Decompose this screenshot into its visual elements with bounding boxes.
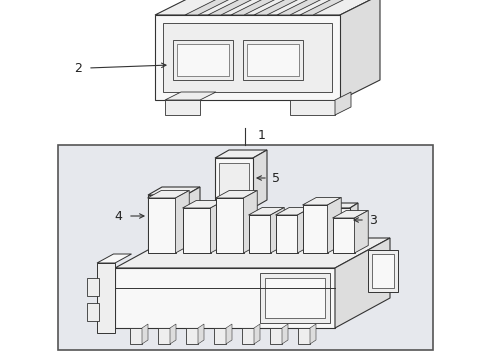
- Polygon shape: [97, 263, 115, 333]
- Polygon shape: [330, 203, 358, 208]
- Polygon shape: [182, 208, 211, 253]
- Bar: [342, 238, 347, 248]
- Polygon shape: [216, 190, 257, 198]
- Bar: [333, 238, 338, 248]
- Polygon shape: [302, 198, 341, 205]
- Text: 4: 4: [114, 210, 122, 222]
- Bar: [247, 44, 299, 76]
- Polygon shape: [147, 198, 175, 253]
- Bar: [368, 250, 398, 292]
- Bar: [165, 100, 200, 115]
- Polygon shape: [165, 92, 216, 100]
- Polygon shape: [354, 211, 368, 253]
- Polygon shape: [97, 254, 131, 263]
- Polygon shape: [253, 150, 267, 208]
- Polygon shape: [155, 0, 380, 15]
- Bar: [237, 208, 244, 222]
- Polygon shape: [226, 324, 232, 344]
- Text: 3: 3: [369, 213, 377, 226]
- Bar: [152, 255, 159, 269]
- Bar: [186, 328, 198, 344]
- Polygon shape: [277, 0, 330, 15]
- Polygon shape: [115, 268, 335, 328]
- Polygon shape: [147, 190, 189, 198]
- Polygon shape: [333, 211, 368, 218]
- Polygon shape: [155, 15, 340, 100]
- Polygon shape: [333, 218, 354, 253]
- Polygon shape: [330, 208, 350, 238]
- Bar: [152, 200, 182, 250]
- Polygon shape: [327, 198, 341, 253]
- Bar: [175, 255, 182, 269]
- Polygon shape: [297, 207, 311, 253]
- Polygon shape: [215, 150, 267, 158]
- Polygon shape: [300, 0, 353, 15]
- Polygon shape: [335, 92, 351, 115]
- Text: 5: 5: [272, 171, 280, 185]
- Bar: [163, 23, 332, 92]
- Polygon shape: [275, 207, 311, 215]
- Bar: [164, 255, 171, 269]
- Bar: [158, 328, 170, 344]
- Polygon shape: [175, 190, 189, 253]
- Bar: [372, 254, 394, 288]
- Bar: [243, 40, 303, 80]
- Bar: [177, 44, 229, 76]
- Polygon shape: [148, 195, 186, 255]
- Polygon shape: [275, 215, 297, 253]
- Bar: [298, 328, 310, 344]
- Bar: [87, 278, 99, 296]
- Polygon shape: [340, 0, 380, 100]
- Polygon shape: [142, 324, 148, 344]
- Polygon shape: [302, 205, 327, 253]
- Polygon shape: [185, 0, 238, 15]
- Polygon shape: [148, 187, 200, 195]
- Text: 2: 2: [74, 62, 82, 75]
- Polygon shape: [115, 238, 390, 268]
- Polygon shape: [215, 158, 253, 208]
- Polygon shape: [254, 0, 307, 15]
- Polygon shape: [170, 324, 176, 344]
- Bar: [265, 278, 325, 318]
- Polygon shape: [198, 324, 204, 344]
- Bar: [290, 100, 335, 115]
- Bar: [242, 328, 254, 344]
- Bar: [260, 273, 330, 323]
- Bar: [219, 163, 249, 203]
- Text: 1: 1: [258, 129, 266, 141]
- Bar: [214, 328, 226, 344]
- Polygon shape: [248, 215, 270, 253]
- Polygon shape: [208, 0, 261, 15]
- Bar: [58, 145, 433, 350]
- Polygon shape: [216, 198, 244, 253]
- Polygon shape: [254, 324, 260, 344]
- Polygon shape: [282, 324, 288, 344]
- Polygon shape: [270, 207, 284, 253]
- Polygon shape: [231, 0, 284, 15]
- Bar: [87, 303, 99, 321]
- Polygon shape: [248, 207, 284, 215]
- Bar: [173, 40, 233, 80]
- Polygon shape: [244, 190, 257, 253]
- Polygon shape: [310, 324, 316, 344]
- Bar: [130, 328, 142, 344]
- Polygon shape: [182, 201, 224, 208]
- Polygon shape: [186, 187, 200, 255]
- Bar: [270, 328, 282, 344]
- Polygon shape: [350, 203, 358, 238]
- Bar: [223, 208, 230, 222]
- Polygon shape: [211, 201, 224, 253]
- Polygon shape: [335, 238, 390, 328]
